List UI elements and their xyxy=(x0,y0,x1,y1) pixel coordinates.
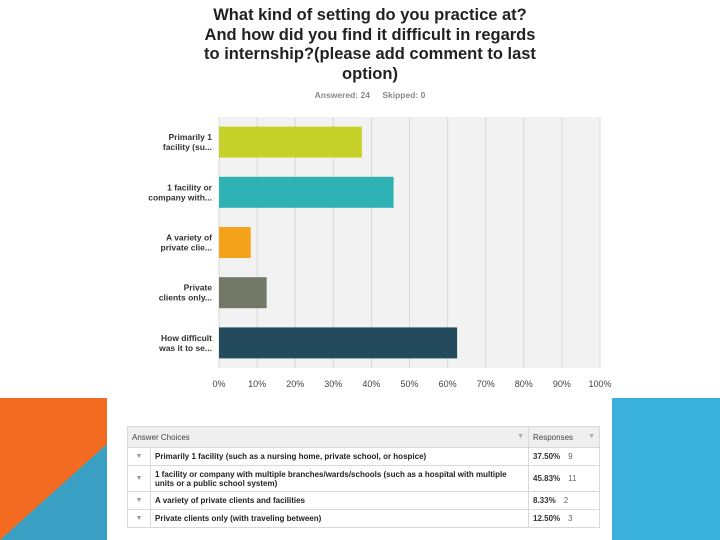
expand-arrow-icon[interactable]: ▼ xyxy=(127,465,151,492)
answer-table: Answer Choices ▼ Responses ▼ ▼ Primarily… xyxy=(127,426,600,528)
category-label-line: private clie... xyxy=(161,243,213,253)
x-tick-label: 0% xyxy=(212,379,225,389)
category-label-line: Private xyxy=(184,283,213,293)
response-count: 2 xyxy=(563,496,569,505)
response-pct: 45.83% xyxy=(533,474,561,483)
response-count: 3 xyxy=(568,514,573,523)
blue-corner-triangle xyxy=(0,444,107,540)
response-cell: 37.50% 9 xyxy=(528,447,600,466)
x-tick-label: 20% xyxy=(286,379,304,389)
response-count: 9 xyxy=(568,452,573,461)
bar xyxy=(219,126,362,158)
bar xyxy=(219,277,267,309)
responses-label: Responses xyxy=(533,432,574,442)
answered-count: Answered: 24 xyxy=(314,90,370,100)
table-row: ▼ A variety of private clients and facil… xyxy=(127,491,600,510)
category-label-line: 1 facility or xyxy=(167,182,213,192)
answer-choices-label: Answer Choices xyxy=(132,432,190,442)
category-label: 1 facility or company with... xyxy=(148,182,212,202)
right-corner-decoration xyxy=(612,398,720,540)
response-pct: 8.33% xyxy=(533,496,556,505)
table-row: ▼ 1 facility or company with multiple br… xyxy=(127,465,600,492)
responses-header[interactable]: Responses ▼ xyxy=(528,426,600,448)
title-line: to internship?(please add comment to las… xyxy=(204,45,536,63)
skipped-count: Skipped: 0 xyxy=(382,90,426,100)
x-tick-label: 100% xyxy=(588,379,611,389)
category-label: Primarily 1 facility (su... xyxy=(163,132,212,152)
sort-caret-icon[interactable]: ▼ xyxy=(517,432,524,440)
chart-title: What kind of setting do you practice at?… xyxy=(180,6,560,84)
response-count: 11 xyxy=(568,474,577,483)
table-row: ▼ Private clients only (with traveling b… xyxy=(127,509,600,528)
answer-text: Primarily 1 facility (such as a nursing … xyxy=(150,447,529,466)
x-tick-label: 10% xyxy=(248,379,266,389)
answer-text: A variety of private clients and facilit… xyxy=(150,491,529,510)
category-label-line: A variety of xyxy=(166,233,212,243)
category-label-line: clients only... xyxy=(159,293,212,303)
response-pct: 12.50% xyxy=(533,514,561,523)
left-corner-decoration xyxy=(0,398,107,540)
table-header-row: Answer Choices ▼ Responses ▼ xyxy=(127,426,600,448)
category-label-line: facility (su... xyxy=(163,142,212,152)
category-label: A variety of private clie... xyxy=(161,233,213,253)
x-tick-label: 40% xyxy=(362,379,380,389)
response-cell: 45.83% 11 xyxy=(528,465,600,492)
expand-arrow-icon[interactable]: ▼ xyxy=(127,509,151,528)
x-tick-label: 70% xyxy=(477,379,495,389)
response-stats: Answered: 24 Skipped: 0 xyxy=(0,90,720,100)
category-label-line: Primarily 1 xyxy=(169,132,213,142)
answer-text: 1 facility or company with multiple bran… xyxy=(150,465,529,492)
table-row: ▼ Primarily 1 facility (such as a nursin… xyxy=(127,447,600,466)
x-tick-label: 80% xyxy=(515,379,533,389)
answer-text: Private clients only (with traveling bet… xyxy=(150,509,529,528)
response-cell: 12.50% 3 xyxy=(528,509,600,528)
category-label-line: was it to se... xyxy=(158,343,212,353)
answer-choices-header[interactable]: Answer Choices ▼ xyxy=(127,426,529,448)
title-line: What kind of setting do you practice at? xyxy=(213,6,527,24)
title-line: option) xyxy=(342,64,398,83)
x-tick-label: 30% xyxy=(324,379,342,389)
bar xyxy=(219,227,251,258)
expand-arrow-icon[interactable]: ▼ xyxy=(127,491,151,510)
response-pct: 37.50% xyxy=(533,452,561,461)
category-label-line: company with... xyxy=(148,192,212,202)
x-tick-label: 50% xyxy=(400,379,418,389)
response-cell: 8.33% 2 xyxy=(528,491,600,510)
category-label: How difficult was it to se... xyxy=(158,333,212,353)
x-tick-label: 90% xyxy=(553,379,571,389)
bar xyxy=(219,327,458,359)
title-line: And how did you find it difficult in reg… xyxy=(204,25,536,44)
bar-chart: 0% 10% 20% 30% 40% 50% 60% 70% 80% 90% 100% Primari… xyxy=(148,117,612,389)
bar xyxy=(219,176,394,208)
x-tick-label: 60% xyxy=(439,379,457,389)
sort-caret-icon[interactable]: ▼ xyxy=(588,432,595,440)
expand-arrow-icon[interactable]: ▼ xyxy=(127,447,151,466)
category-label: Private clients only... xyxy=(159,283,212,303)
category-label-line: How difficult xyxy=(161,333,212,343)
